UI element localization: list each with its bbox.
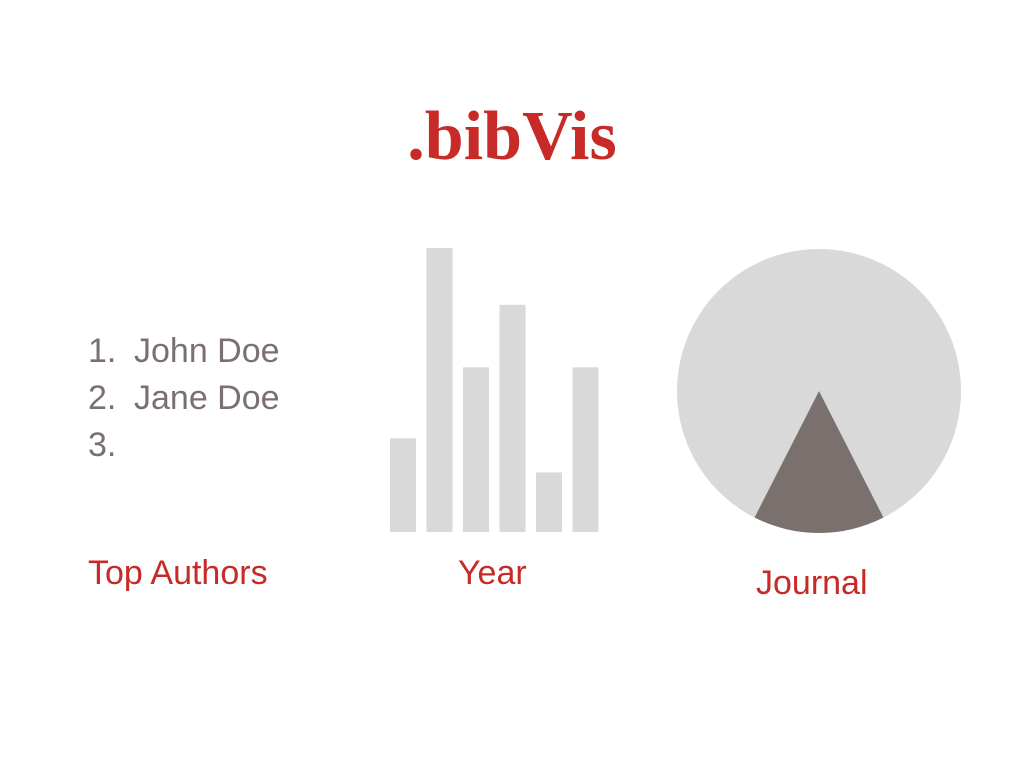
author-name: Jane Doe (134, 379, 280, 417)
year-bar (499, 304, 526, 532)
journal-pie-slice (754, 391, 884, 533)
journal-pie-slice (677, 248, 961, 518)
author-name: John Doe (134, 332, 280, 370)
author-list-item: 2. Jane Doe (88, 375, 280, 422)
author-rank: 2. (88, 379, 117, 417)
top-authors-caption: Top Authors (88, 554, 268, 592)
author-list-item: 1. John Doe (88, 328, 280, 375)
journal-caption: Journal (756, 564, 868, 602)
author-list-item: 3. (88, 422, 280, 469)
journal-pie-chart (677, 248, 961, 533)
top-authors-list: 1. John Doe 2. Jane Doe 3. (88, 328, 280, 469)
year-caption: Year (458, 554, 527, 592)
year-bar (390, 438, 416, 532)
app-title: .bibVis (407, 98, 617, 175)
author-rank: 1. (88, 332, 117, 370)
year-bar (426, 248, 453, 532)
year-bar (572, 367, 599, 532)
year-bar (536, 472, 562, 532)
year-bar (463, 367, 489, 532)
author-rank: 3. (88, 426, 117, 464)
year-bar-chart (390, 248, 599, 532)
